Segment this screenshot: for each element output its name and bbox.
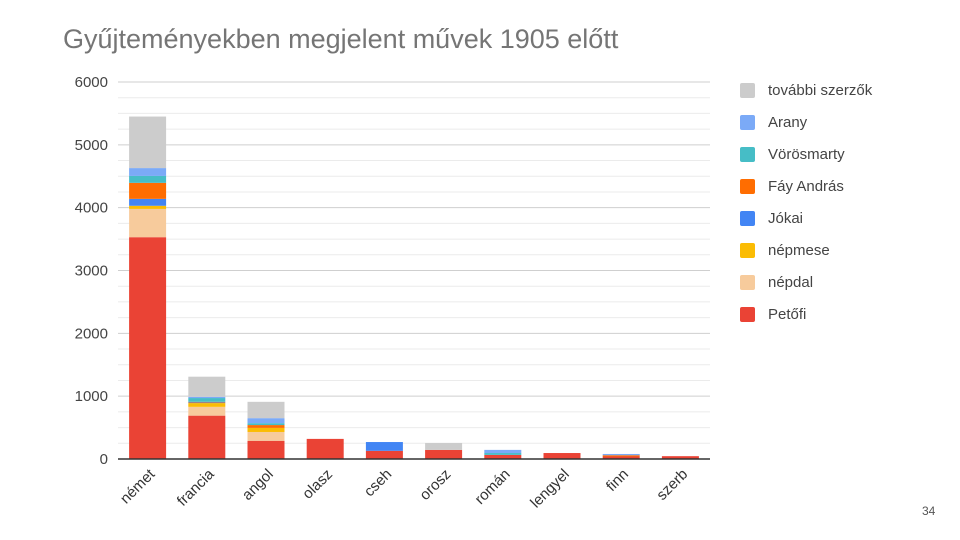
legend-item: Vörösmarty [740, 138, 872, 170]
x-tick-label: francia [174, 465, 218, 509]
y-tick-label: 3000 [75, 263, 108, 280]
bar-segment-Arany [602, 453, 640, 456]
bar-segment-Fáy-András [129, 182, 167, 199]
bar-segment-Vörösmarty [129, 175, 167, 183]
bar-segment-Fáy-András [247, 425, 285, 428]
bar-segment-további-szerzők [425, 442, 463, 450]
bar-segment-népdal [188, 406, 226, 416]
bar-segment-Jókai [129, 198, 167, 206]
legend-swatch [740, 242, 755, 258]
y-tick-label: 4000 [75, 200, 108, 217]
x-tick-label: orosz [416, 466, 454, 504]
bar-segment-Jókai [188, 402, 226, 404]
legend-label: Fáy András [768, 177, 844, 195]
bar-segment-további-szerzők [129, 116, 167, 169]
legend-item: Arany [740, 106, 872, 138]
x-tick-label: lengyel [527, 466, 573, 512]
legend-item: Fáy András [740, 170, 872, 202]
y-tick-label: 2000 [75, 325, 108, 342]
legend-item: további szerzők [740, 74, 872, 106]
bar-segment-Fáy-András [188, 401, 226, 403]
bar-segment-Petőfi [543, 453, 581, 459]
bar-segment-Jókai [365, 442, 403, 451]
bar-segment-Petőfi [129, 237, 167, 459]
bar-segment-Petőfi [602, 456, 640, 459]
legend-label: Vörösmarty [768, 145, 845, 163]
bar-segment-népdal [129, 208, 167, 238]
legend-swatch [740, 210, 755, 226]
legend-swatch [740, 274, 755, 290]
bar-segment-népmese [247, 427, 285, 432]
bar-segment-Petőfi [661, 456, 699, 459]
bar-segment-Petőfi [306, 438, 344, 459]
legend-label: Jókai [768, 209, 804, 227]
legend: további szerzők Arany Vörösmarty Fáy András… [740, 74, 872, 330]
bar-segment-Arany [129, 168, 167, 176]
bar-segment-Petőfi [425, 449, 463, 459]
x-tick-label: román [472, 466, 514, 508]
x-tick-label: finn [603, 466, 632, 495]
bar-segment-további-szerzők [188, 376, 226, 397]
bar-segment-Vörösmarty [247, 423, 285, 426]
legend-label: népmese [768, 241, 830, 259]
y-tick-label: 6000 [75, 74, 108, 91]
bar-segment-további-szerzők [247, 401, 285, 419]
legend-label: további szerzők [768, 81, 873, 99]
bar-segment-Arany [247, 418, 285, 424]
legend-item: népdal [740, 266, 872, 298]
x-tick-label: német [117, 465, 159, 507]
legend-swatch [740, 114, 755, 130]
legend-swatch [740, 146, 755, 162]
x-tick-label: szerb [653, 466, 691, 504]
bar-segment-népmese [129, 205, 167, 209]
bar-segment-Petőfi [247, 440, 285, 459]
chart-title: Gyűjteményekben megjelent művek 1905 elő… [63, 24, 619, 54]
bar-segment-Fáy-András [602, 455, 640, 457]
bar-segment-Petőfi [484, 454, 522, 459]
legend-label: Petőfi [768, 305, 807, 323]
legend-swatch [740, 306, 755, 322]
legend-item: Jókai [740, 202, 872, 234]
page-number: 34 [922, 504, 936, 518]
bar-segment-Vörösmarty [484, 453, 522, 455]
y-tick-label: 1000 [75, 388, 108, 405]
bar-segment-Petőfi [365, 450, 403, 459]
legend-swatch [740, 82, 755, 98]
legend-swatch [740, 178, 755, 194]
y-tick-label: 5000 [75, 137, 108, 154]
bar-segment-népdal [247, 431, 285, 441]
bar-segment-Vörösmarty [188, 398, 226, 402]
bar-segment-Petőfi [188, 415, 226, 459]
bar-segment-Arany [484, 449, 522, 454]
x-tick-label: angol [239, 466, 277, 504]
bar-segment-népmese [188, 403, 226, 407]
legend-label: népdal [768, 273, 814, 291]
bar-segment-Arany [188, 396, 226, 399]
legend-item: Petőfi [740, 298, 872, 330]
x-tick-label: olasz [299, 466, 336, 503]
legend-label: Arany [768, 113, 808, 131]
legend-item: népmese [740, 234, 872, 266]
y-tick-label: 0 [100, 451, 108, 468]
x-tick-label: cseh [361, 466, 395, 500]
